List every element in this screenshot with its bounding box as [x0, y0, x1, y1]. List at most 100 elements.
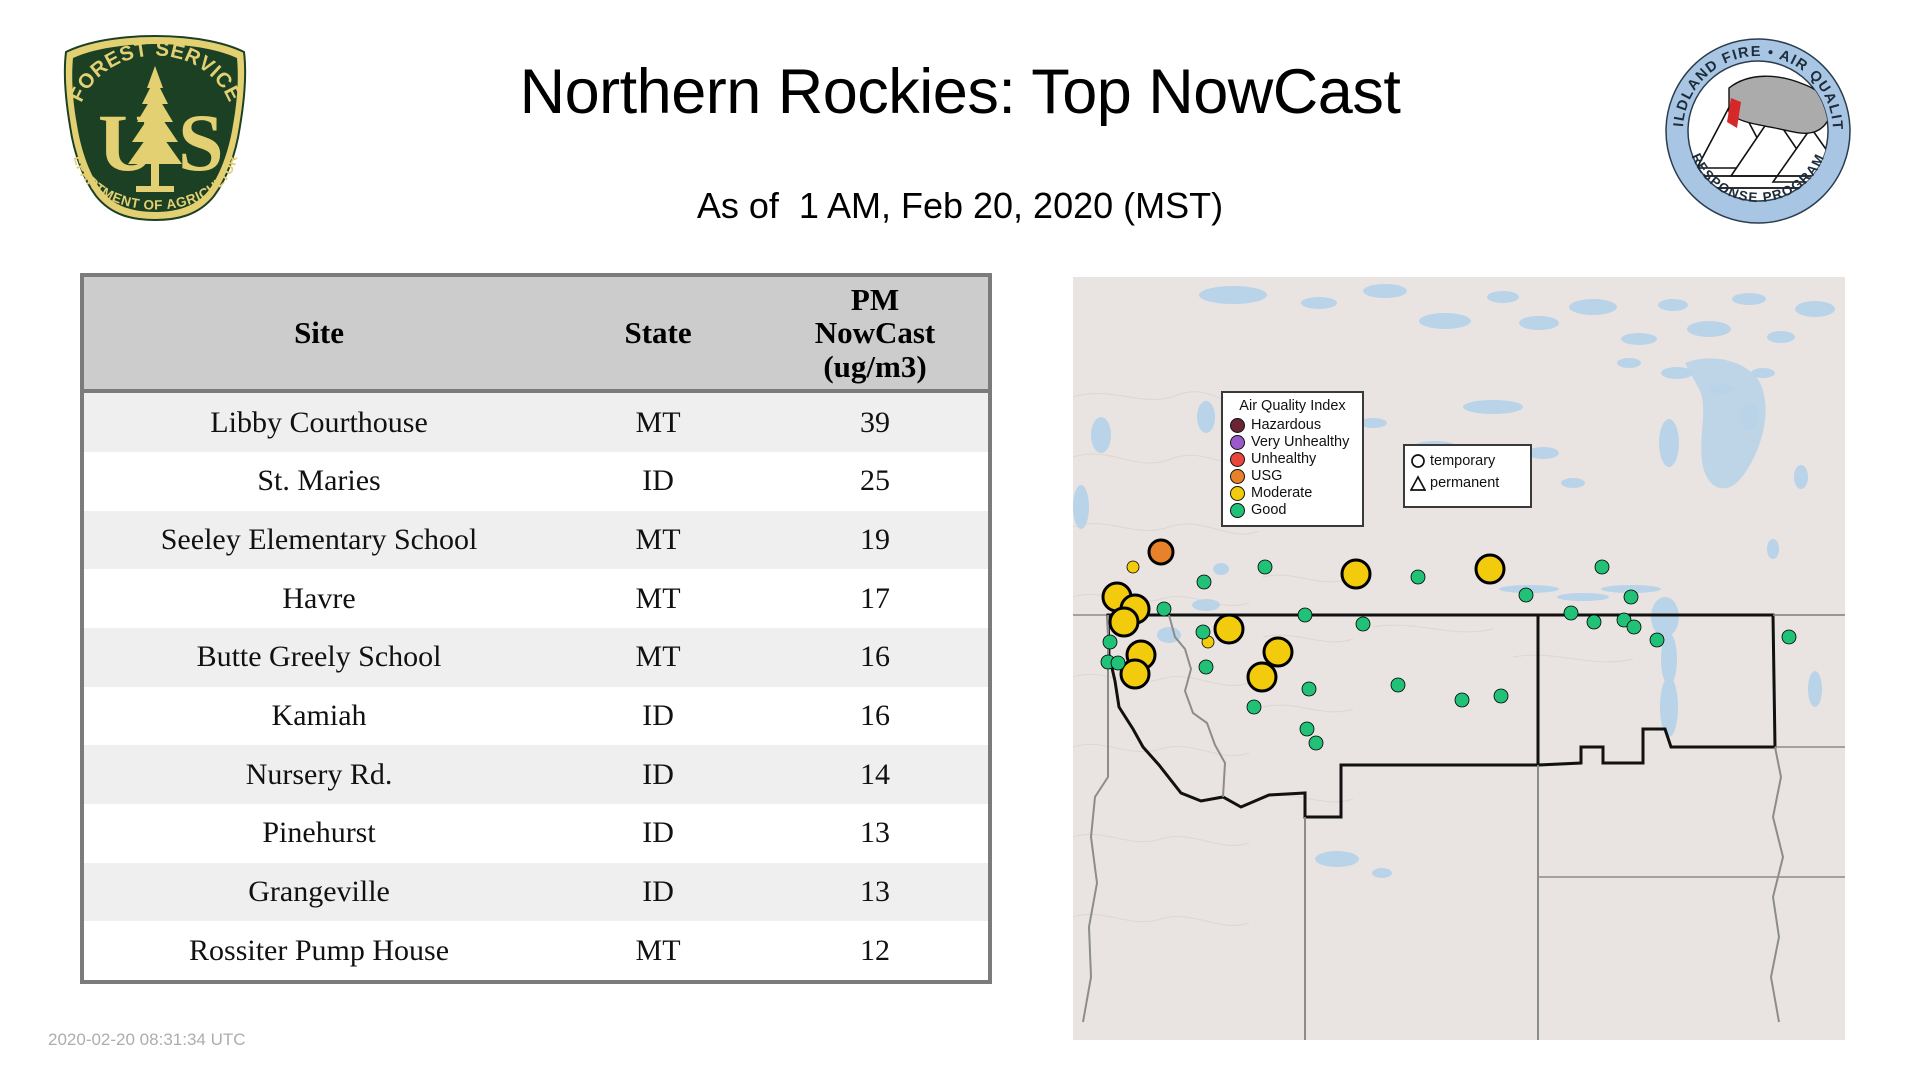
monitor-marker[interactable] [1110, 655, 1126, 671]
monitor-marker[interactable] [1299, 721, 1315, 737]
cell-pm: 16 [761, 686, 988, 746]
cell-site: Havre [84, 569, 555, 629]
monitor-marker[interactable] [1493, 688, 1509, 704]
monitor-marker[interactable] [1262, 636, 1294, 668]
wfaqrp-roundel-logo: WILDLAND FIRE • AIR QUALITY RESPONSE PRO… [1655, 24, 1853, 226]
table-row[interactable]: Butte Greely School MT 16 [84, 628, 988, 687]
air-quality-map[interactable]: Air Quality Index Hazardous Very Unhealth… [1073, 277, 1845, 1040]
cell-pm: 13 [761, 862, 988, 922]
monitor-marker[interactable] [1108, 606, 1140, 638]
cell-pm: 19 [761, 510, 988, 570]
monitor-marker[interactable] [1626, 619, 1642, 635]
monitor-marker[interactable] [1594, 559, 1610, 575]
cell-pm: 12 [761, 921, 988, 980]
table-row[interactable]: Grangeville ID 13 [84, 862, 988, 922]
table-row[interactable]: St. Maries ID 25 [84, 452, 988, 511]
aqi-legend-label: Unhealthy [1251, 451, 1317, 467]
column-header-pm-nowcast[interactable]: PM NowCast (ug/m3) [761, 277, 988, 394]
column-header-site[interactable]: Site [84, 277, 555, 394]
cell-state: MT [554, 391, 762, 453]
table-row[interactable]: Kamiah ID 16 [84, 686, 988, 746]
monitor-marker[interactable] [1119, 658, 1151, 690]
cell-site: Seeley Elementary School [84, 510, 555, 570]
cell-site: Nursery Rd. [84, 745, 555, 805]
cell-state: MT [554, 628, 762, 687]
missouri-river-line [1769, 746, 1785, 1023]
legend-row-temporary: temporary [1410, 450, 1525, 472]
monitor-marker[interactable] [1126, 560, 1140, 574]
monitor-marker[interactable] [1474, 553, 1506, 585]
monitor-marker[interactable] [1586, 614, 1602, 630]
cell-pm: 13 [761, 804, 988, 863]
monitor-marker[interactable] [1454, 692, 1470, 708]
monitor-marker[interactable] [1156, 601, 1172, 617]
monitor-marker[interactable] [1246, 699, 1262, 715]
monitor-marker[interactable] [1297, 607, 1313, 623]
temporary-circle-icon [1411, 454, 1425, 468]
cell-site: Rossiter Pump House [84, 921, 555, 980]
cell-site: Libby Courthouse [84, 391, 555, 453]
aqi-swatch-icon [1230, 503, 1245, 518]
monitor-marker[interactable] [1390, 677, 1406, 693]
table-row[interactable]: Pinehurst ID 13 [84, 804, 988, 863]
column-header-state[interactable]: State [554, 277, 762, 394]
legend-label-permanent: permanent [1430, 475, 1500, 491]
monitor-marker[interactable] [1195, 624, 1211, 640]
cell-site: Kamiah [84, 686, 555, 746]
map-canvas [1073, 277, 1845, 1040]
site-type-legend: temporary permanent [1403, 444, 1532, 508]
monitor-marker[interactable] [1623, 589, 1639, 605]
cell-pm: 14 [761, 745, 988, 805]
aqi-swatch-icon [1230, 435, 1245, 450]
cell-state: ID [554, 804, 762, 863]
usfs-letter-s: S [178, 97, 224, 188]
cell-pm: 25 [761, 452, 988, 511]
monitor-marker[interactable] [1246, 661, 1278, 693]
monitor-marker[interactable] [1147, 538, 1175, 566]
monitor-marker[interactable] [1355, 616, 1371, 632]
legend-label-temporary: temporary [1430, 453, 1496, 469]
table-row[interactable]: Havre MT 17 [84, 569, 988, 629]
monitor-marker[interactable] [1301, 681, 1317, 697]
monitor-marker[interactable] [1563, 605, 1579, 621]
monitor-marker[interactable] [1196, 574, 1212, 590]
monitor-marker[interactable] [1340, 558, 1372, 590]
table-row[interactable]: Rossiter Pump House MT 12 [84, 921, 988, 980]
aqi-swatch-icon [1230, 469, 1245, 484]
cell-state: ID [554, 452, 762, 511]
permanent-triangle-icon [1410, 475, 1426, 491]
monitor-marker[interactable] [1649, 632, 1665, 648]
table-row[interactable]: Seeley Elementary School MT 19 [84, 510, 988, 570]
cell-state: MT [554, 921, 762, 980]
table-row[interactable]: Nursery Rd. ID 14 [84, 745, 988, 805]
aqi-legend-label: Hazardous [1251, 417, 1322, 433]
aqi-legend-title: Air Quality Index [1239, 398, 1346, 414]
monitor-marker[interactable] [1410, 569, 1426, 585]
monitor-marker[interactable] [1518, 587, 1534, 603]
cell-site: St. Maries [84, 452, 555, 511]
monitor-marker[interactable] [1308, 735, 1324, 751]
cell-state: MT [554, 510, 762, 570]
aqi-legend-label: USG [1251, 468, 1283, 484]
table-row[interactable]: Libby Courthouse MT 39 [84, 391, 988, 453]
aqi-legend-item: Very Unhealthy [1230, 434, 1355, 451]
aqi-legend-item: Unhealthy [1230, 451, 1355, 468]
cell-site: Grangeville [84, 862, 555, 922]
monitor-marker[interactable] [1213, 613, 1245, 645]
aqi-swatch-icon [1230, 452, 1245, 467]
legend-row-permanent: permanent [1410, 472, 1525, 494]
monitor-marker[interactable] [1198, 659, 1214, 675]
idaho-border [1168, 614, 1227, 798]
monitor-marker[interactable] [1781, 629, 1797, 645]
aqi-legend: Air Quality Index Hazardous Very Unhealth… [1221, 391, 1364, 527]
cell-pm: 16 [761, 628, 988, 687]
cell-pm: 17 [761, 569, 988, 629]
cell-site: Pinehurst [84, 804, 555, 863]
top-nowcast-table: Site State PM NowCast (ug/m3) Libby Cour… [80, 273, 992, 984]
monitor-marker[interactable] [1102, 634, 1118, 650]
monitor-marker[interactable] [1257, 559, 1273, 575]
cell-state: ID [554, 862, 762, 922]
aqi-legend-label: Very Unhealthy [1251, 434, 1350, 450]
monitor-marker-layer [1100, 538, 1797, 751]
aqi-swatch-icon [1230, 418, 1245, 433]
